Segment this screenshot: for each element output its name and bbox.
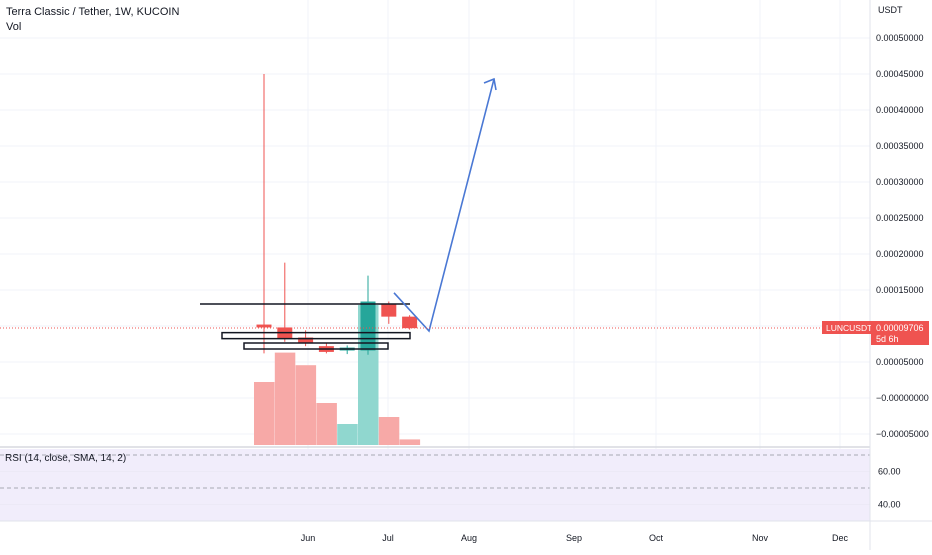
price-tick-label: 0.00020000	[876, 249, 924, 259]
time-axis[interactable]: Jun Jul Aug Sep Oct Nov Dec	[301, 533, 849, 543]
volume-bar	[378, 417, 400, 445]
volume-bars	[254, 305, 421, 445]
symbol-badge-label: LUNCUSDT	[826, 323, 872, 333]
chart-title[interactable]: Terra Classic / Tether, 1W, KUCOIN	[6, 6, 180, 18]
rsi-label[interactable]: RSI (14, close, SMA, 14, 2)	[5, 453, 127, 464]
time-tick-label: Nov	[752, 533, 769, 543]
support-box-lower[interactable]	[243, 342, 389, 350]
price-tick-label: 0.00035000	[876, 141, 924, 151]
time-tick-label: Aug	[461, 533, 477, 543]
support-box-upper[interactable]	[221, 331, 411, 340]
time-tick-label: Sep	[566, 533, 582, 543]
candle-body	[256, 324, 272, 328]
time-tick-label: Jul	[382, 533, 394, 543]
price-tick-label: 0.00015000	[876, 285, 924, 295]
rsi-tick-label: 60.00	[878, 467, 901, 477]
rsi-tick-label: 40.00	[878, 500, 901, 510]
projection-arrowhead	[483, 77, 497, 91]
rsi-pane[interactable]	[0, 449, 870, 522]
projection-path[interactable]	[393, 78, 495, 333]
drawing-objects[interactable]	[200, 77, 497, 350]
time-tick-label: Dec	[832, 533, 849, 543]
volume-bar	[316, 403, 337, 445]
volume-bar	[399, 439, 421, 445]
price-tick-label: 0.00040000	[876, 105, 924, 115]
price-tick-label: 0.00005000	[876, 357, 924, 367]
price-tick-label: 0.00050000	[876, 33, 924, 43]
candle-body	[381, 304, 397, 317]
price-tick-label: 0.00025000	[876, 213, 924, 223]
price-tick-label: 0.00030000	[876, 177, 924, 187]
candle-body	[298, 337, 314, 344]
price-tick-label: −0.00000000	[876, 393, 929, 403]
price-tick-label: −0.00005000	[876, 429, 929, 439]
price-badge-countdown: 5d 6h	[876, 334, 899, 344]
volume-bar	[254, 382, 275, 445]
rsi-band	[0, 449, 870, 521]
candle-body	[402, 316, 418, 329]
rsi-axis: 60.00 40.00	[878, 467, 901, 510]
price-badge-bg	[871, 321, 929, 345]
price-gridlines	[0, 37, 870, 435]
price-tick-label: 0.00045000	[876, 69, 924, 79]
price-badge-value: 0.00009706	[876, 323, 924, 333]
volume-bar	[274, 352, 296, 445]
volume-bar	[295, 365, 317, 445]
currency-label: USDT	[878, 5, 903, 15]
volume-bar	[337, 424, 358, 445]
price-axis[interactable]: 0.00050000 0.00045000 0.00040000 0.00035000…	[876, 33, 929, 439]
symbol-badge: LUNCUSDT 0.00009706 5d 6h	[822, 321, 929, 345]
time-tick-label: Jun	[301, 533, 316, 543]
volume-label[interactable]: Vol	[6, 21, 22, 33]
time-tick-label: Oct	[649, 533, 664, 543]
symbol-badge-bg	[822, 321, 871, 334]
